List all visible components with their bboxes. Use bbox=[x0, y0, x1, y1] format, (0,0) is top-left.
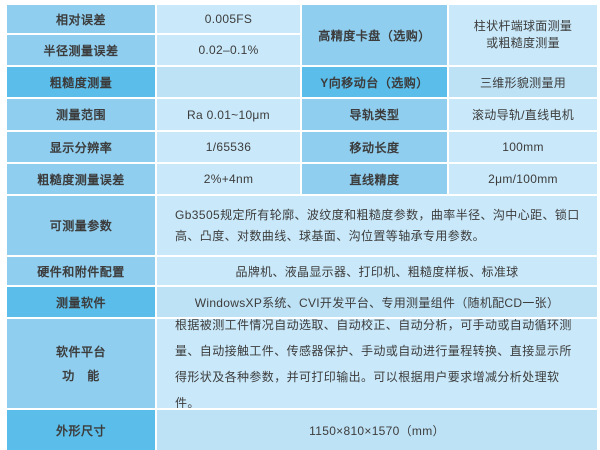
value-y-stage-option: 三维形貌测量用 bbox=[449, 67, 597, 97]
label-radius-error: 半径测量误差 bbox=[7, 35, 155, 65]
value-roughness-error: 2%+4nm bbox=[157, 164, 300, 194]
label-platform-line1: 软件平台 bbox=[55, 344, 106, 359]
value-relative-error: 0.005FS bbox=[157, 5, 300, 33]
value-measuring-range: Ra 0.01~10μm bbox=[157, 99, 300, 130]
value-guide-type: 滚动导轨/直线电机 bbox=[449, 99, 597, 130]
value-roughness-section bbox=[157, 67, 300, 97]
value-radius-error: 0.02–0.1% bbox=[157, 35, 300, 65]
value-measurable-params: Gb3505规定所有轮廓、波纹度和粗糙度参数，曲率半径、沟中心距、锁口高、凸度、… bbox=[157, 196, 597, 255]
value-chuck-line1: 柱状杆端球面测量 bbox=[473, 19, 573, 33]
label-hardware-config: 硬件和附件配置 bbox=[7, 257, 155, 285]
label-y-stage-option: Y向移动台（选购） bbox=[302, 67, 447, 97]
value-overall-dimensions: 1150×810×1570（mm） bbox=[157, 410, 597, 450]
label-overall-dimensions: 外形尺寸 bbox=[7, 410, 155, 450]
label-platform-line2: 功 能 bbox=[62, 368, 100, 383]
label-guide-type: 导轨类型 bbox=[302, 99, 447, 130]
label-straightness: 直线精度 bbox=[302, 164, 447, 194]
value-measuring-software: WindowsXP系统、CVI开发平台、专用测量组件（随机配CD一张） bbox=[157, 287, 597, 317]
label-travel-length: 移动长度 bbox=[302, 132, 447, 162]
value-precision-chuck-option: 柱状杆端球面测量 或粗糙度测量 bbox=[449, 5, 597, 65]
value-hardware-config: 品牌机、液晶显示器、打印机、粗糙度样板、标准球 bbox=[157, 257, 597, 285]
label-roughness-section: 粗糙度测量 bbox=[7, 67, 155, 97]
label-relative-error: 相对误差 bbox=[7, 5, 155, 33]
label-measuring-software: 测量软件 bbox=[7, 287, 155, 317]
label-measuring-range: 测量范围 bbox=[7, 99, 155, 130]
value-straightness: 2μm/100mm bbox=[449, 164, 597, 194]
label-precision-chuck-option: 高精度卡盘（选购） bbox=[302, 5, 447, 65]
value-chuck-line2: 或粗糙度测量 bbox=[486, 36, 560, 50]
value-software-platform-functions: 根据被测工件情况自动选取、自动校正、自动分析，可手动或自动循环测量、自动接触工件… bbox=[157, 319, 597, 408]
label-display-resolution: 显示分辨率 bbox=[7, 132, 155, 162]
value-display-resolution: 1/65536 bbox=[157, 132, 300, 162]
label-measurable-params: 可测量参数 bbox=[7, 196, 155, 255]
value-travel-length: 100mm bbox=[449, 132, 597, 162]
label-software-platform-functions: 软件平台 功 能 bbox=[7, 319, 155, 408]
label-roughness-error: 粗糙度测量误差 bbox=[7, 164, 155, 194]
